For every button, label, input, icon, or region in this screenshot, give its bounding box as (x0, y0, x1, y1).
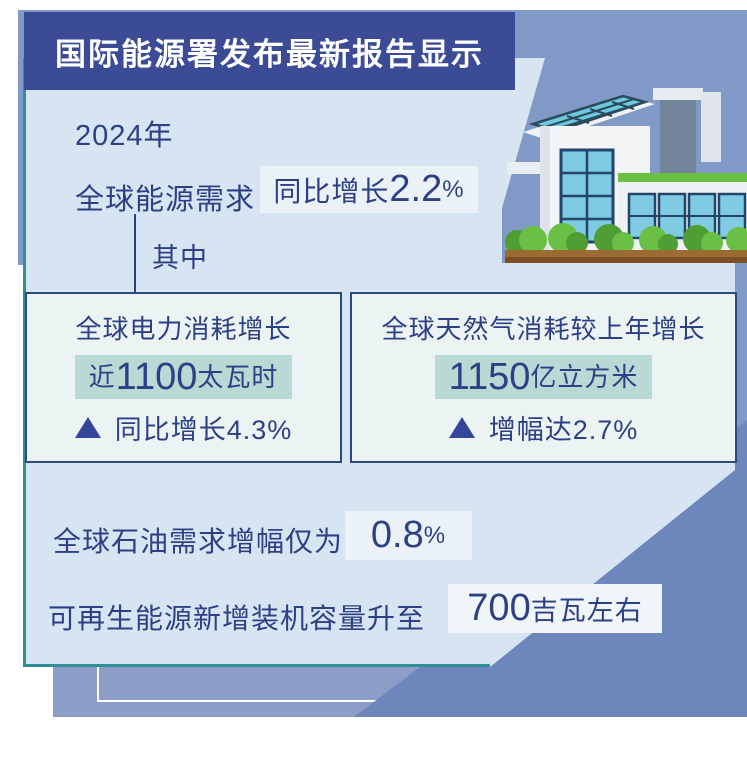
electricity-value-prefix: 近 (88, 361, 116, 392)
gas-value-highlight: 1150 亿立方米 (434, 354, 653, 399)
oil-unit: % (423, 521, 447, 549)
renewables-highlight-box: 700 吉瓦左右 (448, 584, 662, 633)
electricity-title: 全球电力消耗增长 (75, 313, 292, 344)
green-roof-strip (618, 173, 747, 182)
gas-value-suffix: 亿立方米 (530, 361, 639, 392)
demand-unit: % (442, 175, 465, 203)
electricity-value-highlight: 近 1100 太瓦时 (74, 354, 293, 399)
gas-title: 全球天然气消耗较上年增长 (381, 313, 706, 344)
electricity-change-text: 同比增长4.3% (114, 414, 293, 445)
title-banner: 国际能源署发布最新报告显示 (24, 12, 515, 90)
renewables-label: 可再生能源新增装机容量升至 (48, 603, 426, 634)
up-triangle-icon (448, 416, 475, 438)
gas-value: 1150 (448, 355, 531, 398)
demand-highlight-box: 同比增长 2.2 % (260, 166, 478, 213)
eco-building-illustration (505, 88, 747, 263)
demand-label: 全球能源需求 (75, 184, 256, 216)
page-title: 国际能源署发布最新报告显示 (55, 36, 484, 72)
electricity-stat-box: 全球电力消耗增长 近 1100 太瓦时 同比增长4.3% (25, 292, 342, 463)
electricity-change-row: 同比增长4.3% (74, 408, 293, 447)
electricity-value-suffix: 太瓦时 (197, 361, 279, 392)
demand-highlight-prefix: 同比增长 (273, 175, 390, 207)
gas-change-text: 增幅达2.7% (488, 414, 639, 445)
connector-line (134, 214, 136, 292)
gas-change-row: 增幅达2.7% (448, 408, 639, 447)
card-border-bottom (23, 664, 490, 667)
ground-strip (505, 250, 747, 259)
oil-highlight-box: 0.8 % (345, 511, 472, 560)
gas-stat-box: 全球天然气消耗较上年增长 1150 亿立方米 增幅达2.7% (350, 292, 737, 463)
among-label: 其中 (152, 243, 208, 273)
card-border-left (23, 58, 26, 667)
renewables-value: 700 (467, 587, 531, 629)
oil-value: 0.8 (370, 514, 424, 556)
year-label: 2024年 (75, 120, 174, 152)
bushes (505, 223, 747, 254)
demand-value: 2.2 (389, 168, 443, 210)
oil-label: 全球石油需求增幅仅为 (53, 526, 344, 557)
electricity-value: 1100 (115, 355, 198, 398)
up-triangle-icon (74, 416, 101, 438)
renewables-suffix: 吉瓦左右 (530, 596, 643, 626)
